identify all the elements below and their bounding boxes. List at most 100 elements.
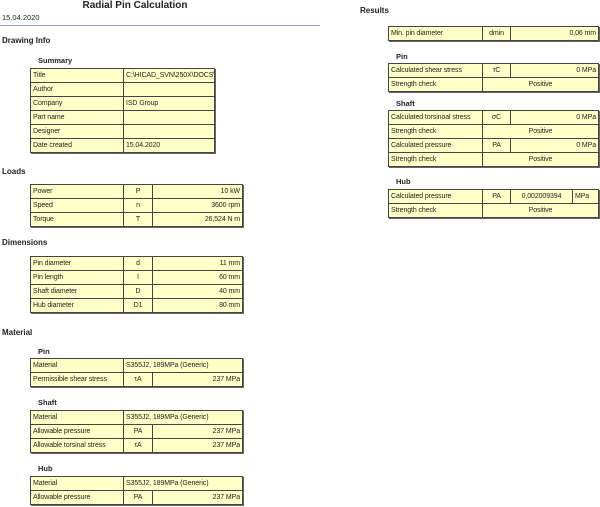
row-value: 0 MPa — [510, 63, 599, 78]
shaft-material-heading: Shaft — [38, 398, 57, 407]
row-label: Strength check — [388, 203, 483, 218]
row-label: Allowable torsinal stress — [30, 438, 124, 453]
row-symbol: n — [123, 198, 153, 213]
row-value: 237 MPa — [152, 372, 243, 387]
summary-heading: Summary — [38, 56, 73, 65]
table-row: Calculated pressure PA 0 MPa — [388, 138, 599, 153]
row-label: Min. pin diameter — [388, 26, 483, 41]
loads-table: Power P 10 kW Speed n 3600 rpm Torque T 26,524 N… — [30, 184, 243, 227]
summary-table: Title C:\HICAD_SVN\250X\DOCS\D Author Compa… — [30, 68, 215, 153]
results-heading: Results — [360, 6, 389, 15]
row-value: 0 MPa — [510, 110, 599, 125]
row-label: Hub diameter — [30, 298, 124, 313]
table-row: Material S355J2, 189MPa (Generic) — [30, 476, 243, 491]
row-symbol: τA — [123, 372, 153, 387]
row-value: C:\HICAD_SVN\250X\DOCS\D — [123, 68, 215, 83]
table-row: Author — [30, 82, 215, 97]
row-symbol: P — [123, 184, 153, 199]
hub-material-table: Material S355J2, 189MPa (Generic) Allowabl… — [30, 476, 243, 505]
row-symbol: T — [123, 212, 153, 227]
strength-check-value: Positive — [482, 203, 599, 218]
row-label: Strength check — [388, 77, 483, 92]
row-symbol: D — [123, 284, 153, 299]
row-label: Pin length — [30, 270, 124, 285]
row-label: Material — [30, 410, 124, 425]
table-row: Allowable torsinal stress τA 237 MPa — [30, 438, 243, 453]
shaft-results-heading: Shaft — [396, 99, 415, 108]
report-date: 15.04.2020 — [2, 13, 40, 22]
table-row: Designer — [30, 124, 215, 139]
table-row: Strength check Positive — [388, 203, 599, 218]
row-label: Material — [30, 358, 124, 373]
table-row: Torque T 26,524 N m — [30, 212, 243, 227]
row-value — [123, 110, 215, 125]
table-row: Date created 15.04.2020 — [30, 138, 215, 153]
row-value: ISD Group — [123, 96, 215, 111]
row-value: 3600 rpm — [152, 198, 243, 213]
row-label: Permissible shear stress — [30, 372, 124, 387]
row-value: 15.04.2020 — [123, 138, 215, 153]
table-row: Pin length l 60 mm — [30, 270, 243, 285]
row-symbol: τC — [482, 63, 511, 78]
row-value — [123, 82, 215, 97]
row-symbol: τA — [123, 438, 153, 453]
table-row: Power P 10 kW — [30, 184, 243, 199]
pin-results-heading: Pin — [396, 52, 408, 61]
pin-results-table: Calculated shear stress τC 0 MPa Strength c… — [388, 63, 599, 92]
row-value: 237 MPa — [152, 424, 243, 439]
table-row: Calculated torsinoal stress σC 0 MPa — [388, 110, 599, 125]
table-row: Shaft diameter D 40 mm — [30, 284, 243, 299]
pin-material-table: Material S355J2, 189MPa (Generic) Permissi… — [30, 358, 243, 387]
pin-material-heading: Pin — [38, 347, 50, 356]
strength-check-value: Positive — [482, 152, 599, 167]
row-value: 237 MPa — [152, 438, 243, 453]
row-symbol: D1 — [123, 298, 153, 313]
row-value: 26,524 N m — [152, 212, 243, 227]
row-value: 10 kW — [152, 184, 243, 199]
row-label: Speed — [30, 198, 124, 213]
row-label: Power — [30, 184, 124, 199]
hub-material-heading: Hub — [38, 464, 53, 473]
table-row: Material S355J2, 189MPa (Generic) — [30, 410, 243, 425]
row-symbol: dmin — [482, 26, 511, 41]
row-symbol: PA — [482, 138, 511, 153]
shaft-material-table: Material S355J2, 189MPa (Generic) Allowabl… — [30, 410, 243, 453]
table-row: Pin diameter d 11 mm — [30, 256, 243, 271]
dimensions-heading: Dimensions — [2, 238, 48, 247]
row-value: 60 mm — [152, 270, 243, 285]
row-value: 11 mm — [152, 256, 243, 271]
row-value: S355J2, 189MPa (Generic) — [123, 410, 243, 425]
table-row: Allowable pressure PA 237 MPa — [30, 490, 243, 505]
row-label: Material — [30, 476, 124, 491]
row-value: 40 mm — [152, 284, 243, 299]
drawing-info-heading: Drawing Info — [2, 36, 51, 45]
header-divider — [0, 25, 320, 26]
row-symbol: l — [123, 270, 153, 285]
table-row: Strength check Positive — [388, 77, 599, 92]
row-label: Date created — [30, 138, 124, 153]
row-label: Company — [30, 96, 124, 111]
table-row: Strength check Positive — [388, 152, 599, 167]
shaft-results-table: Calculated torsinoal stress σC 0 MPa Streng… — [388, 110, 599, 167]
row-value: 237 MPa — [152, 490, 243, 505]
row-value: 0,002009394 — [510, 189, 573, 204]
table-row: Min. pin diameter dmin 0,06 mm — [388, 26, 599, 41]
page-title: Radial Pin Calculation — [82, 0, 188, 11]
row-label: Part name — [30, 110, 124, 125]
material-heading: Material — [2, 328, 33, 337]
hub-results-heading: Hub — [396, 177, 411, 186]
row-symbol: PA — [123, 490, 153, 505]
row-unit: MPa — [572, 189, 599, 204]
row-label: Strength check — [388, 152, 483, 167]
table-row: Calculated shear stress τC 0 MPa — [388, 63, 599, 78]
row-value: 0,06 mm — [510, 26, 599, 41]
row-value: S355J2, 189MPa (Generic) — [123, 476, 243, 491]
loads-heading: Loads — [2, 167, 26, 176]
row-label: Author — [30, 82, 124, 97]
row-value: 80 mm — [152, 298, 243, 313]
strength-check-value: Positive — [482, 77, 599, 92]
row-symbol: σC — [482, 110, 511, 125]
table-row: Permissible shear stress τA 237 MPa — [30, 372, 243, 387]
table-row: Part name — [30, 110, 215, 125]
dimensions-table: Pin diameter d 11 mm Pin length l 60 mm Shaft … — [30, 256, 243, 313]
